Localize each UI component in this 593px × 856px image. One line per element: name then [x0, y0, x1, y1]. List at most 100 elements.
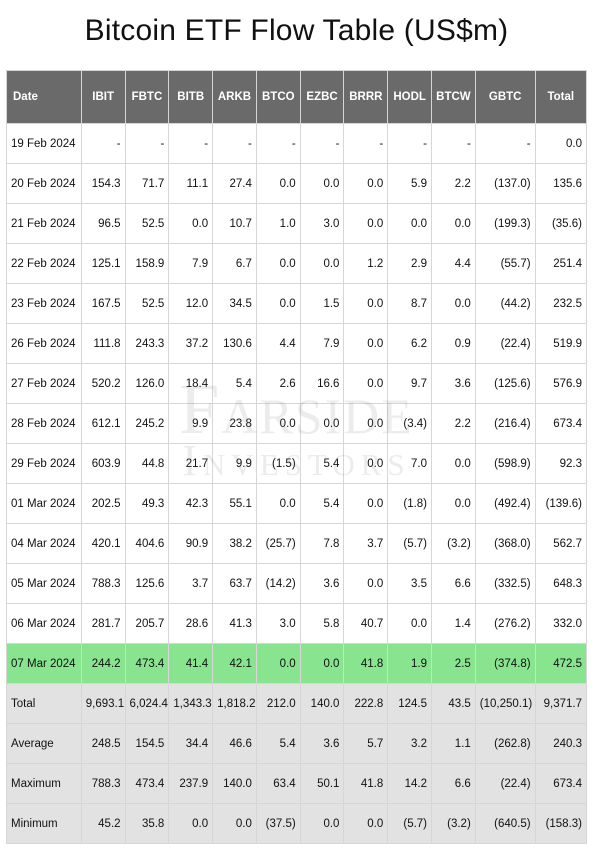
- value-cell: (137.0): [475, 164, 535, 204]
- col-header: BTCO: [256, 71, 300, 124]
- value-cell: 124.5: [388, 684, 432, 724]
- value-cell: 0.0: [256, 164, 300, 204]
- date-cell: 06 Mar 2024: [7, 604, 82, 644]
- value-cell: (368.0): [475, 524, 535, 564]
- value-cell: 0.0: [256, 404, 300, 444]
- value-cell: 673.4: [535, 764, 586, 804]
- value-cell: (276.2): [475, 604, 535, 644]
- value-cell: 0.0: [169, 204, 213, 244]
- value-cell: 2.6: [256, 364, 300, 404]
- date-cell: Average: [7, 724, 82, 764]
- value-cell: (125.6): [475, 364, 535, 404]
- value-cell: 3.0: [256, 604, 300, 644]
- value-cell: 154.3: [81, 164, 125, 204]
- value-cell: 43.5: [432, 684, 476, 724]
- value-cell: -: [344, 124, 388, 164]
- value-cell: 473.4: [125, 644, 169, 684]
- col-header: GBTC: [475, 71, 535, 124]
- value-cell: 9,371.7: [535, 684, 586, 724]
- value-cell: -: [388, 124, 432, 164]
- value-cell: 0.0: [344, 404, 388, 444]
- value-cell: 1.5: [300, 284, 344, 324]
- date-cell: 23 Feb 2024: [7, 284, 82, 324]
- value-cell: 55.1: [213, 484, 257, 524]
- col-header: IBIT: [81, 71, 125, 124]
- value-cell: 0.0: [432, 204, 476, 244]
- table-header-row: DateIBITFBTCBITBARKBBTCOEZBCBRRRHODLBTCW…: [7, 71, 587, 124]
- table-row: 01 Mar 2024202.549.342.355.10.05.40.0(1.…: [7, 484, 587, 524]
- value-cell: (3.2): [432, 524, 476, 564]
- value-cell: 473.4: [125, 764, 169, 804]
- value-cell: 420.1: [81, 524, 125, 564]
- value-cell: 3.7: [169, 564, 213, 604]
- value-cell: 788.3: [81, 764, 125, 804]
- date-cell: 21 Feb 2024: [7, 204, 82, 244]
- value-cell: 222.8: [344, 684, 388, 724]
- table-row: 06 Mar 2024281.7205.728.641.33.05.840.70…: [7, 604, 587, 644]
- value-cell: 23.8: [213, 404, 257, 444]
- col-header: BRRR: [344, 71, 388, 124]
- col-header: Date: [7, 71, 82, 124]
- value-cell: 237.9: [169, 764, 213, 804]
- value-cell: 135.6: [535, 164, 586, 204]
- value-cell: 520.2: [81, 364, 125, 404]
- value-cell: 248.5: [81, 724, 125, 764]
- value-cell: (374.8): [475, 644, 535, 684]
- value-cell: 10.7: [213, 204, 257, 244]
- date-cell: Maximum: [7, 764, 82, 804]
- value-cell: 3.6: [432, 364, 476, 404]
- date-cell: 07 Mar 2024: [7, 644, 82, 684]
- value-cell: 40.7: [344, 604, 388, 644]
- value-cell: 1.0: [256, 204, 300, 244]
- col-header: ARKB: [213, 71, 257, 124]
- value-cell: (199.3): [475, 204, 535, 244]
- value-cell: (22.4): [475, 764, 535, 804]
- value-cell: 205.7: [125, 604, 169, 644]
- value-cell: (492.4): [475, 484, 535, 524]
- date-cell: 19 Feb 2024: [7, 124, 82, 164]
- value-cell: (139.6): [535, 484, 586, 524]
- value-cell: 0.0: [344, 364, 388, 404]
- date-cell: Minimum: [7, 804, 82, 844]
- value-cell: 21.7: [169, 444, 213, 484]
- value-cell: 27.4: [213, 164, 257, 204]
- value-cell: 0.0: [256, 244, 300, 284]
- value-cell: 4.4: [256, 324, 300, 364]
- value-cell: 9.9: [169, 404, 213, 444]
- value-cell: 9.7: [388, 364, 432, 404]
- date-cell: 05 Mar 2024: [7, 564, 82, 604]
- value-cell: 243.3: [125, 324, 169, 364]
- value-cell: 42.3: [169, 484, 213, 524]
- date-cell: 22 Feb 2024: [7, 244, 82, 284]
- value-cell: (158.3): [535, 804, 586, 844]
- table-row: 26 Feb 2024111.8243.337.2130.64.47.90.06…: [7, 324, 587, 364]
- value-cell: 41.8: [344, 764, 388, 804]
- value-cell: 1.2: [344, 244, 388, 284]
- value-cell: 2.9: [388, 244, 432, 284]
- value-cell: 46.6: [213, 724, 257, 764]
- value-cell: (25.7): [256, 524, 300, 564]
- value-cell: 519.9: [535, 324, 586, 364]
- value-cell: -: [125, 124, 169, 164]
- value-cell: 6.7: [213, 244, 257, 284]
- value-cell: 52.5: [125, 284, 169, 324]
- value-cell: 3.0: [300, 204, 344, 244]
- value-cell: 612.1: [81, 404, 125, 444]
- table-row: 29 Feb 2024603.944.821.79.9(1.5)5.40.07.…: [7, 444, 587, 484]
- value-cell: 71.7: [125, 164, 169, 204]
- summary-row: Total9,693.16,024.41,343.31,818.2212.014…: [7, 684, 587, 724]
- value-cell: (35.6): [535, 204, 586, 244]
- value-cell: (332.5): [475, 564, 535, 604]
- value-cell: 1,343.3: [169, 684, 213, 724]
- value-cell: 41.4: [169, 644, 213, 684]
- value-cell: 7.0: [388, 444, 432, 484]
- date-cell: 04 Mar 2024: [7, 524, 82, 564]
- value-cell: 7.9: [169, 244, 213, 284]
- value-cell: 14.2: [388, 764, 432, 804]
- value-cell: 44.8: [125, 444, 169, 484]
- value-cell: 1,818.2: [213, 684, 257, 724]
- value-cell: (598.9): [475, 444, 535, 484]
- value-cell: 92.3: [535, 444, 586, 484]
- value-cell: 0.0: [344, 324, 388, 364]
- value-cell: 50.1: [300, 764, 344, 804]
